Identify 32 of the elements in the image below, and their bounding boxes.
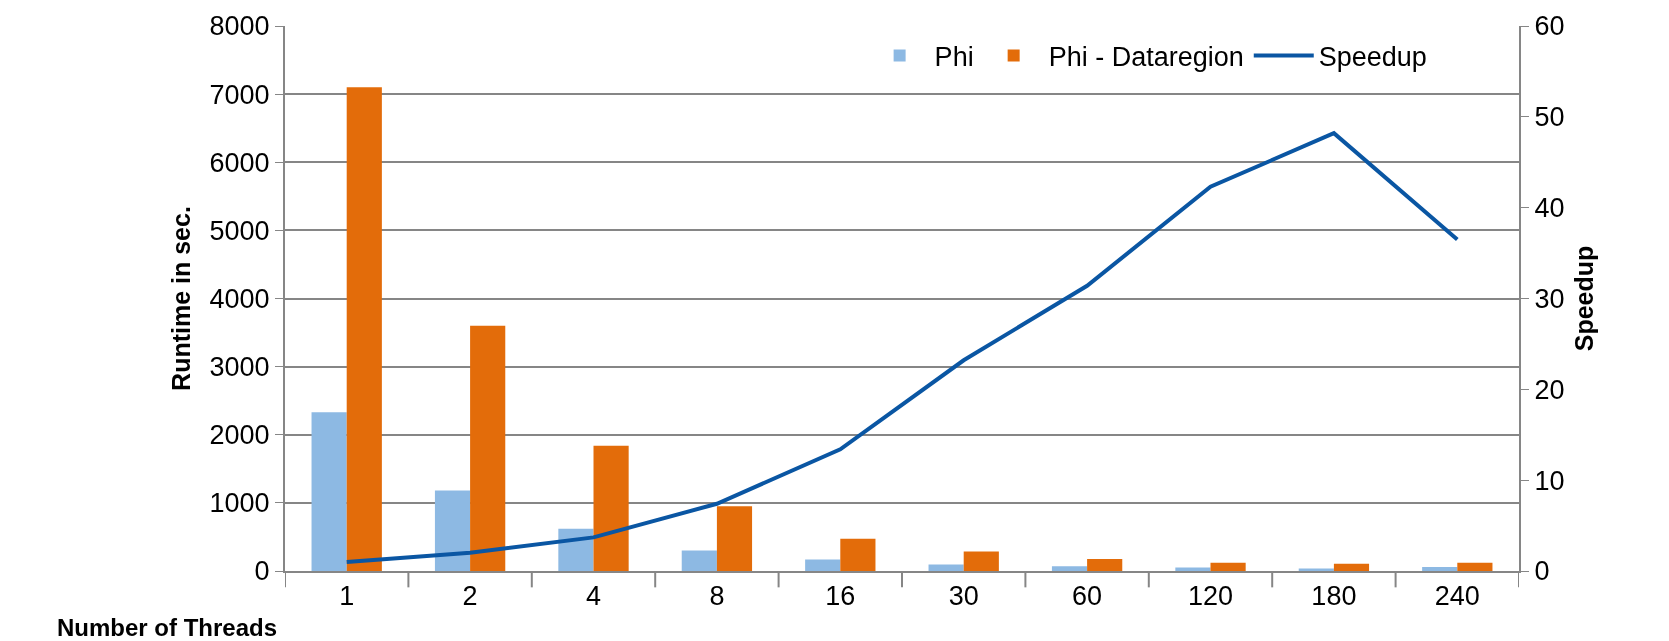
x-tick-label: 2 [462,581,478,612]
y-tick-label: 8000 [209,11,270,42]
x-axis-title: Number of Threads [57,614,278,641]
legend-label: Speedup [1318,42,1427,73]
x-tick-label: 30 [948,581,979,612]
x-tick-label: 180 [1311,581,1357,612]
y2-axis-title: Speedup [1569,245,1598,352]
y-axis-title: Runtime in sec. [166,206,195,391]
y2-tick-label: 30 [1534,283,1565,314]
y-tick-label: 7000 [209,79,270,110]
y-tick-label: 1000 [209,488,270,519]
y-tick-label: 2000 [209,420,270,451]
y-tick-label: 4000 [209,283,270,314]
x-tick-label: 4 [585,581,602,612]
x-tick-label: 120 [1187,581,1234,612]
y2-tick-label: 0 [1534,556,1550,587]
x-tick-label: 240 [1434,581,1480,612]
y2-tick-label: 50 [1534,102,1565,133]
x-tick-label: 8 [709,581,725,612]
x-tick-label: 60 [1072,581,1103,612]
legend-label: Phi [934,42,974,73]
y-tick-label: 0 [254,556,270,587]
x-tick-label: 16 [825,581,856,612]
y-tick-label: 5000 [209,215,270,246]
y2-tick-label: 60 [1534,11,1565,42]
legend-label: Phi - Dataregion [1048,42,1244,73]
y2-tick-label: 20 [1534,374,1565,405]
y-tick-label: 6000 [209,147,270,178]
y-tick-label: 3000 [209,352,270,383]
y2-tick-label: 10 [1534,465,1565,496]
y2-tick-label: 40 [1534,193,1565,224]
x-tick-label: 1 [339,581,355,612]
